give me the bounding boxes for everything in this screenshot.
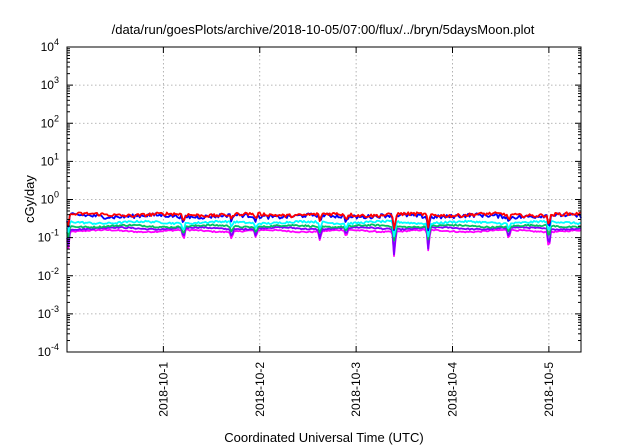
x-tick-label: 2018-10-5 [542, 362, 556, 417]
x-tick-label: 2018-10-1 [156, 362, 170, 417]
x-tick-label: 2018-10-3 [349, 362, 363, 417]
x-tick-label: 2018-10-2 [253, 362, 267, 417]
chart-title: /data/run/goesPlots/archive/2018-10-05/0… [112, 22, 535, 37]
series-line [66, 228, 582, 258]
y-tick-label: 10-1 [38, 228, 59, 245]
y-tick-label: 10-3 [38, 304, 59, 321]
series-line [66, 223, 582, 242]
grid [67, 47, 581, 352]
y-tick-label: 10-2 [38, 266, 59, 283]
y-tick-label: 103 [41, 75, 59, 92]
y-tick-label: 10-4 [38, 342, 59, 359]
y-tick-label: 101 [41, 151, 59, 168]
y-tick-label: 100 [41, 190, 59, 207]
x-axis: 2018-10-1 2018-10-2 2018-10-3 2018-10-4 2018… [156, 47, 556, 417]
x-axis-label: Coordinated Universal Time (UTC) [224, 430, 423, 445]
series-line [66, 211, 582, 230]
x-tick-label: 2018-10-4 [446, 362, 460, 417]
y-tick-label: 104 [41, 37, 59, 54]
series-layer [66, 211, 582, 258]
y-tick-label: 102 [41, 113, 59, 130]
y-axis: 10-4 10-3 10-2 10-1 100 101 102 103 104 [38, 37, 581, 359]
series-line [66, 219, 582, 238]
y-axis-label: cGy/day [22, 175, 37, 223]
